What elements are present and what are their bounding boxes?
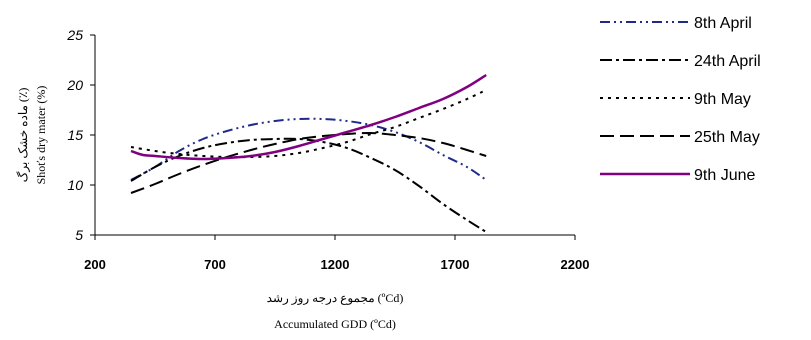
legend-label-1: 8th April <box>694 15 752 32</box>
legend-label-2: 24th April <box>694 53 761 70</box>
y-tick-label: 15 <box>67 127 83 143</box>
y-ticks: 5 10 15 20 25 <box>66 27 95 243</box>
series-layer <box>130 73 487 233</box>
series-line-1 <box>130 117 487 181</box>
x-tick-label: 700 <box>204 257 226 272</box>
x-axis-title: Accumulated GDD (ºCd) <box>274 317 396 331</box>
legend-label-3: 9th May <box>694 91 751 108</box>
y-tick-label: 5 <box>75 227 83 243</box>
legend-label-5: 9th June <box>694 167 755 184</box>
x-axis-title-fa: مجموع درجه روز رشد (ºCd) <box>267 291 404 305</box>
y-tick-label: 25 <box>66 27 83 43</box>
series-line-3 <box>130 89 487 159</box>
x-tick-label: 1700 <box>441 257 470 272</box>
x-tick-label: 2200 <box>561 257 590 272</box>
y-axis-title-fa: ماده خشک برگ (٪) <box>16 88 30 183</box>
legend-label-4: 25th May <box>694 129 760 146</box>
x-ticks: 200 700 1200 1700 2200 <box>84 235 589 272</box>
y-tick-label: 10 <box>67 177 83 193</box>
series-line-4 <box>130 131 487 194</box>
x-tick-label: 1200 <box>321 257 350 272</box>
x-tick-label: 200 <box>84 257 106 272</box>
y-tick-label: 20 <box>66 77 83 93</box>
y-axis-title: Shoťs dry mater (%) <box>34 86 48 185</box>
series-line-2 <box>130 137 487 233</box>
series-line-5 <box>130 73 487 161</box>
legend: 8th April 24th April 9th May 25th May 9th Ju… <box>600 15 761 184</box>
